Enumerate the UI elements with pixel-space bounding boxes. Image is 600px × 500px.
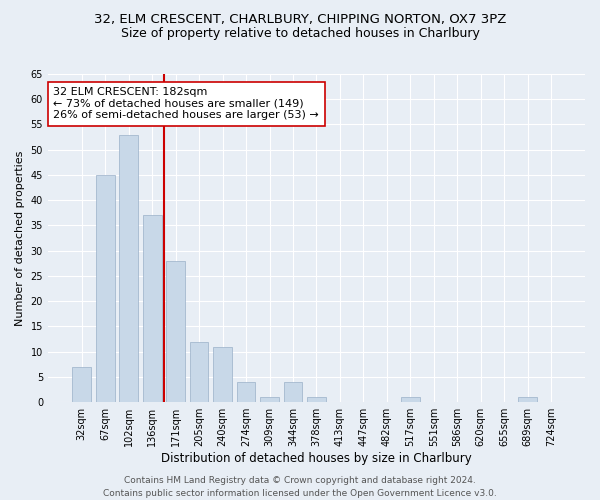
Bar [143, 216, 161, 402]
Y-axis label: Number of detached properties: Number of detached properties [15, 150, 25, 326]
Bar [518, 397, 537, 402]
Bar [119, 134, 138, 402]
Bar [166, 261, 185, 402]
Bar [401, 397, 420, 402]
Bar [96, 175, 115, 402]
Bar [284, 382, 302, 402]
Text: Contains HM Land Registry data © Crown copyright and database right 2024.
Contai: Contains HM Land Registry data © Crown c… [103, 476, 497, 498]
Text: 32, ELM CRESCENT, CHARLBURY, CHIPPING NORTON, OX7 3PZ: 32, ELM CRESCENT, CHARLBURY, CHIPPING NO… [94, 12, 506, 26]
Bar [260, 397, 279, 402]
Bar [307, 397, 326, 402]
X-axis label: Distribution of detached houses by size in Charlbury: Distribution of detached houses by size … [161, 452, 472, 465]
Bar [213, 346, 232, 402]
Text: 32 ELM CRESCENT: 182sqm
← 73% of detached houses are smaller (149)
26% of semi-d: 32 ELM CRESCENT: 182sqm ← 73% of detache… [53, 87, 319, 120]
Bar [73, 367, 91, 402]
Bar [236, 382, 256, 402]
Text: Size of property relative to detached houses in Charlbury: Size of property relative to detached ho… [121, 28, 479, 40]
Bar [190, 342, 208, 402]
